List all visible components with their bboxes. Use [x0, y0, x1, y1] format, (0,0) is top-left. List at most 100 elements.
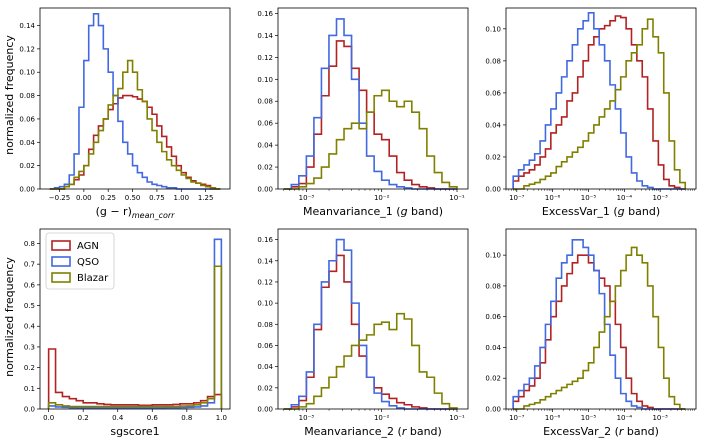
legend-swatch-qso [51, 256, 71, 267]
legend-label-qso: QSO [77, 257, 99, 268]
panel-meanvariance-r: 0.00 0.02 0.04 0.06 0.08 0.10 0.12 0.14 0.16 10⁻³… [257, 228, 469, 438]
x-tick-label: 0.4 [112, 414, 124, 422]
x-tick-label: 10⁻⁶ [545, 414, 561, 422]
y-tick-label: 0.02 [485, 375, 501, 383]
x-axis-label: Meanvariance_1 (g band) [303, 205, 443, 218]
x-tick-label: 10⁻¹ [449, 194, 465, 202]
panel-meanvariance-g: 0.00 0.02 0.04 0.06 0.08 0.10 0.12 0.14 0.16 10⁻³… [257, 7, 469, 218]
x-tick-label: 0.2 [78, 414, 89, 422]
y-tick-label: 0.06 [485, 89, 501, 97]
y-axis-label-bottom: normalized frequency [3, 257, 16, 377]
y-tick-label: 0.08 [485, 282, 501, 290]
y-tick-label: 0.02 [485, 153, 501, 161]
y-tick-label: 0.1 [24, 385, 35, 393]
y-tick-label: 0.12 [257, 54, 273, 62]
y-tick-label: 0.06 [19, 115, 35, 123]
y-tick-label: 0.12 [257, 278, 273, 286]
panel-g-r-color: 0.00 0.02 0.04 0.06 0.08 0.10 0.12 0.14 −0.25 0.0… [19, 7, 231, 220]
legend-swatch-blazar [51, 272, 71, 283]
y-tick-label: 0.06 [257, 120, 273, 128]
histogram-qso [283, 238, 457, 410]
x-axis-label: Meanvariance_2 (r band) [304, 425, 442, 438]
y-tick-label: 0.16 [257, 236, 273, 244]
x-axis-label: ExcessVar_2 (r band) [543, 425, 659, 438]
x-tick-label: 10⁻⁷ [509, 414, 525, 422]
legend: AGN QSO Blazar [45, 232, 115, 290]
histogram-qso [49, 13, 221, 190]
histogram-qso [283, 18, 457, 190]
y-tick-label: 0.00 [485, 406, 501, 414]
y-tick-label: 0.10 [257, 76, 273, 84]
histogram-blazar [513, 246, 686, 410]
histogram-qso [512, 238, 686, 410]
x-tick-label: 10⁻⁵ [581, 194, 597, 202]
histogram-qso [47, 238, 223, 409]
histogram-blazar [283, 89, 458, 190]
y-tick-label: 0.8 [24, 240, 35, 248]
legend-label-agn: AGN [77, 241, 99, 252]
x-tick-label: 0.25 [100, 194, 116, 202]
x-tick-label: 10⁻³ [652, 414, 668, 422]
y-tick-label: 0.04 [485, 344, 501, 352]
axes-frame [505, 228, 697, 410]
y-tick-label: 0.08 [257, 98, 273, 106]
y-tick-label: 0.14 [257, 32, 273, 40]
y-tick-label: 0.04 [19, 139, 35, 147]
axes-frame [277, 7, 469, 190]
y-tick-label: 0.5 [24, 302, 35, 310]
y-tick-label: 0.10 [485, 25, 501, 33]
y-tick-label: 0.10 [485, 252, 501, 260]
y-tick-label: 0.2 [24, 364, 35, 372]
x-tick-label: 0.00 [76, 194, 92, 202]
y-tick-label: 0.08 [19, 92, 35, 100]
axes-frame [505, 7, 697, 190]
y-tick-label: 0.00 [19, 186, 35, 194]
y-tick-label: 0.6 [24, 281, 36, 289]
x-tick-label: 10⁻¹ [449, 414, 465, 422]
y-tick-label: 0.3 [24, 343, 35, 351]
histogram-blazar [283, 312, 458, 410]
panel-sgscore1: 0.0 0.1 0.2 0.3 0.4 0.5 0.6 0.7 0.8 0.0 0.2 0.4 0.6 0… [24, 228, 231, 438]
histogram-agn [283, 40, 457, 190]
y-axis-label-top: normalized frequency [3, 35, 16, 155]
y-tick-label: 0.14 [19, 22, 35, 30]
x-tick-label: 0.50 [125, 194, 141, 202]
x-tick-label: 0.75 [149, 194, 165, 202]
x-tick-label: 10⁻³ [299, 194, 315, 202]
histogram-agn [283, 254, 457, 410]
legend-swatch-agn [51, 240, 71, 251]
x-axis-label: ExcessVar_1 (g band) [542, 205, 660, 218]
y-tick-label: 0.16 [257, 10, 273, 18]
x-tick-label: 1.25 [198, 194, 214, 202]
y-tick-label: 0.10 [257, 300, 273, 308]
y-tick-label: 0.00 [485, 186, 501, 194]
y-tick-label: 0.08 [257, 321, 273, 329]
legend-label-blazar: Blazar [77, 273, 109, 284]
histogram-blazar [513, 18, 687, 190]
histogram-blazar [49, 59, 221, 190]
y-tick-label: 0.02 [257, 164, 273, 172]
y-tick-label: 0.00 [257, 186, 273, 194]
y-tick-label: 0.06 [257, 342, 273, 350]
x-tick-label: 1.0 [216, 414, 227, 422]
legend-box [45, 232, 115, 290]
x-tick-label: 1.00 [173, 194, 189, 202]
x-tick-label: 0.0 [43, 414, 54, 422]
y-tick-label: 0.02 [19, 162, 35, 170]
x-tick-label: 10⁻⁷ [509, 194, 525, 202]
histogram-agn [49, 94, 221, 190]
axes-frame [39, 7, 231, 190]
x-tick-label: 10⁻⁴ [617, 414, 633, 422]
x-tick-label: 10⁻⁵ [581, 414, 597, 422]
histogram-qso [512, 12, 686, 190]
x-tick-label: −0.25 [49, 194, 70, 202]
y-tick-label: 0.12 [19, 45, 35, 53]
y-tick-label: 0.04 [485, 121, 501, 129]
x-tick-label: 0.6 [147, 414, 159, 422]
y-tick-label: 0.7 [24, 261, 35, 269]
y-tick-label: 0.06 [485, 313, 501, 321]
y-tick-label: 0.04 [257, 142, 273, 150]
histogram-agn [47, 348, 223, 409]
y-tick-label: 0.02 [257, 384, 273, 392]
